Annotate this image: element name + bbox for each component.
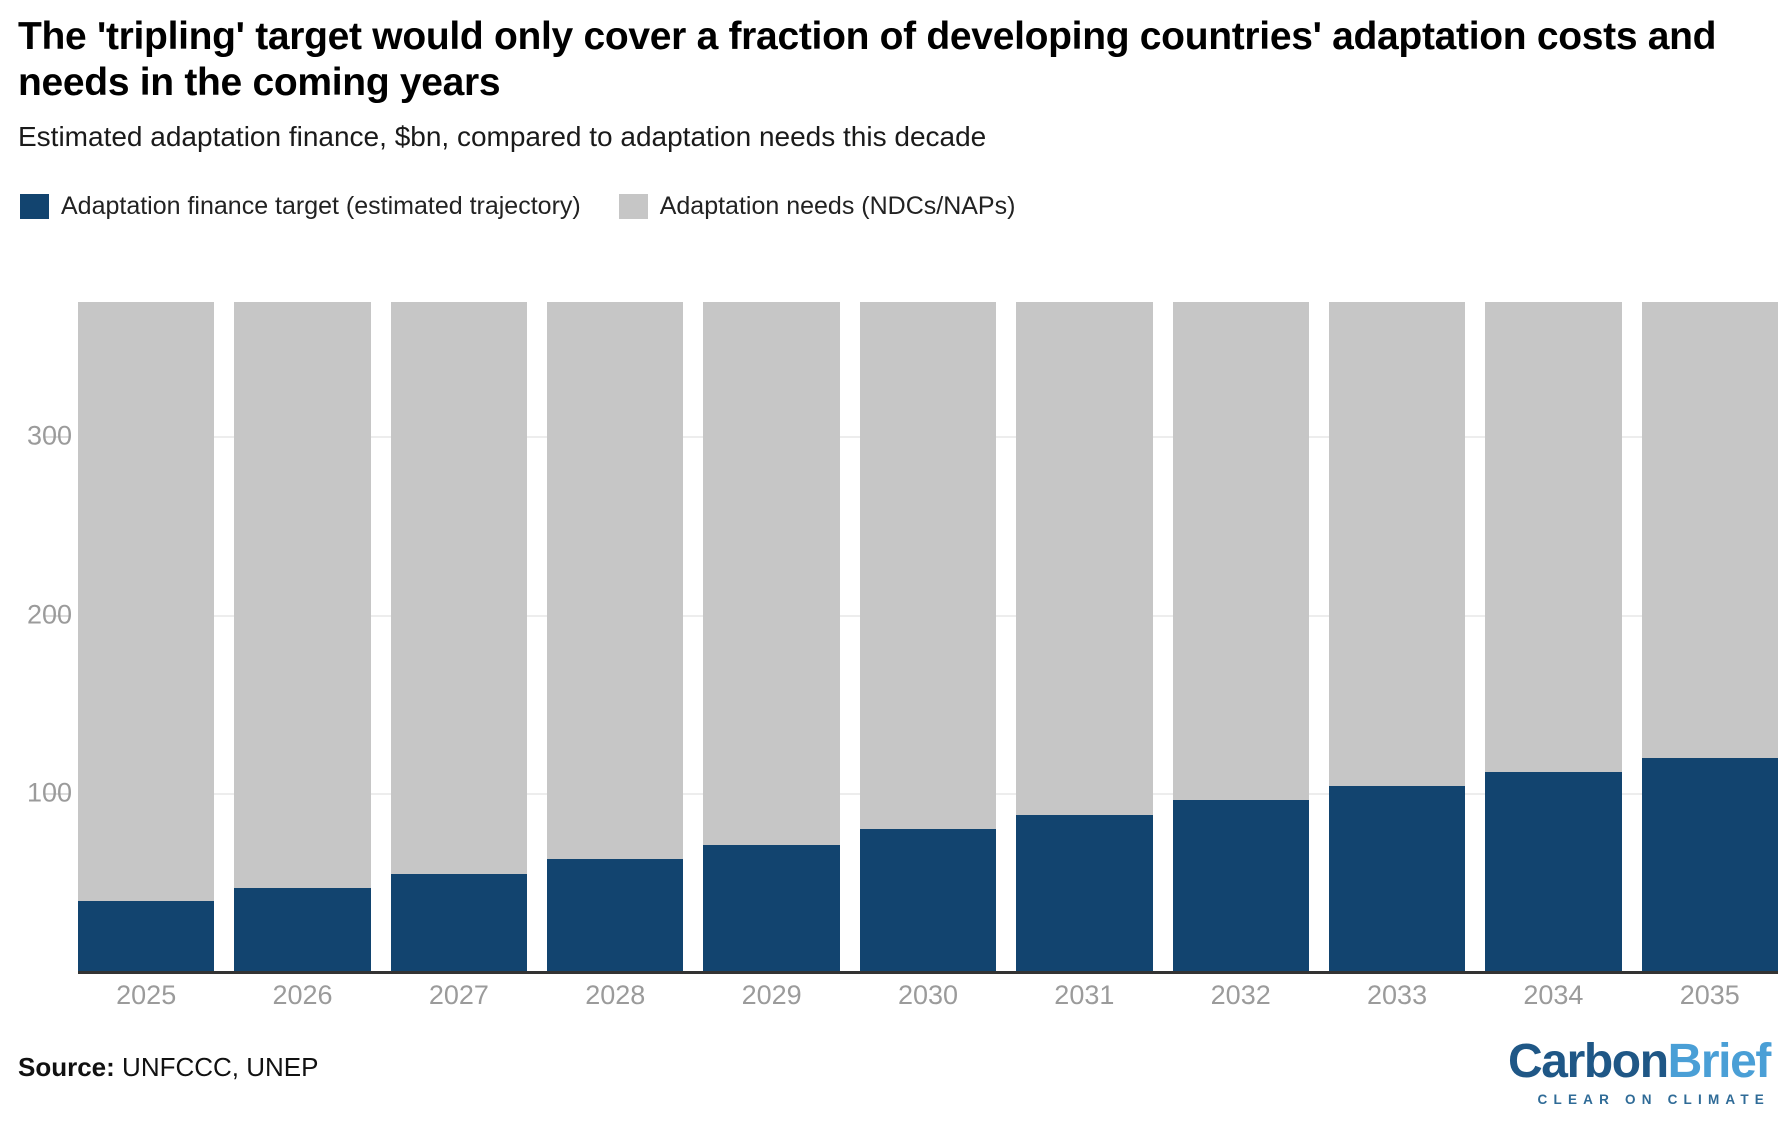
chart-subtitle: Estimated adaptation finance, $bn, compa… <box>18 121 987 153</box>
legend-item-needs[interactable]: Adaptation needs (NDCs/NAPs) <box>618 192 1016 220</box>
bar-segment-needs[interactable] <box>1016 302 1153 815</box>
logo-brief-text: Brief <box>1667 1035 1772 1088</box>
bar-segment-needs[interactable] <box>1485 302 1622 772</box>
logo-tagline: CLEAR ON CLIMATE <box>1537 1092 1770 1107</box>
y-tick-dash <box>44 793 70 796</box>
chart-legend: Adaptation finance target (estimated tra… <box>20 194 1053 219</box>
bar-group <box>78 302 1778 972</box>
x-tick-label: 2031 <box>1054 980 1115 1010</box>
x-tick-label: 2028 <box>585 980 646 1010</box>
x-tick-label: 2035 <box>1679 980 1740 1010</box>
logo-carbon-text: Carbon <box>1508 1035 1669 1088</box>
x-tick-label: 2030 <box>897 980 959 1010</box>
bar-segment-finance[interactable] <box>703 845 840 972</box>
source-label: Source: <box>18 1052 115 1082</box>
source-text: UNFCCC, UNEP <box>114 1052 319 1082</box>
x-tick-label: 2034 <box>1523 980 1584 1010</box>
bar-segment-finance[interactable] <box>1328 786 1466 972</box>
bar-column[interactable] <box>1328 302 1466 972</box>
y-tick-label: 300 <box>26 420 72 451</box>
x-tick-label: 2025 <box>116 980 177 1010</box>
bar-segment-finance[interactable] <box>1485 771 1622 972</box>
x-tick-label: 2027 <box>428 980 489 1010</box>
bar-segment-needs[interactable] <box>547 302 684 860</box>
bar-segment-needs[interactable] <box>78 302 215 901</box>
legend-label-needs: Adaptation needs (NDCs/NAPs) <box>659 192 1016 220</box>
bar-segment-finance[interactable] <box>1016 814 1153 972</box>
logo-wordmark: CarbonBrief <box>1508 1035 1772 1088</box>
bar-column[interactable] <box>703 302 840 972</box>
bar-segment-finance[interactable] <box>547 859 684 972</box>
bar-segment-needs[interactable] <box>1641 302 1778 758</box>
x-tick-label: 2033 <box>1367 980 1428 1010</box>
legend-swatch-needs-icon <box>618 194 648 219</box>
bar-column[interactable] <box>859 302 997 972</box>
bar-column[interactable] <box>547 302 684 972</box>
legend-label-finance: Adaptation finance target (estimated tra… <box>61 192 581 220</box>
carbonbrief-logo[interactable]: CarbonBrief CLEAR ON CLIMATE <box>1508 1035 1772 1107</box>
x-tick-label: 2026 <box>272 980 333 1010</box>
bar-segment-finance[interactable] <box>1641 757 1778 972</box>
bar-column[interactable] <box>78 302 215 972</box>
legend-item-finance[interactable]: Adaptation finance target (estimated tra… <box>20 194 581 219</box>
bar-segment-finance[interactable] <box>1172 800 1309 972</box>
x-tick-label: 2029 <box>741 980 802 1010</box>
y-tick-label: 100 <box>26 777 72 808</box>
bar-column[interactable] <box>1485 302 1622 972</box>
y-tick-dash <box>44 614 70 617</box>
bar-segment-needs[interactable] <box>703 302 840 846</box>
x-tick-label: 2032 <box>1210 980 1271 1010</box>
bar-segment-needs[interactable] <box>1172 302 1309 801</box>
bar-segment-needs[interactable] <box>1328 302 1466 787</box>
x-axis-line <box>78 971 1778 974</box>
page-title: The 'tripling' target would only cover a… <box>18 15 1717 105</box>
bar-column[interactable] <box>1016 302 1153 972</box>
bar-column[interactable] <box>234 302 371 972</box>
y-tick-label: 200 <box>26 599 72 630</box>
bar-segment-finance[interactable] <box>78 900 215 972</box>
bar-segment-needs[interactable] <box>859 302 997 830</box>
plot-area: 100 200 300 <box>27 302 1778 972</box>
bar-segment-needs[interactable] <box>234 302 371 889</box>
bar-column[interactable] <box>1641 302 1778 972</box>
x-axis-labels: 2025 2026 2027 2028 2029 2030 2031 2032 2033 2034… <box>78 980 1778 1011</box>
bar-segment-finance[interactable] <box>859 829 997 972</box>
bar-segment-needs[interactable] <box>390 302 528 874</box>
chart-header: The 'tripling' target would only cover a… <box>18 14 1778 154</box>
bar-segment-finance[interactable] <box>234 888 371 972</box>
y-tick-dash <box>44 436 70 438</box>
legend-swatch-finance-icon <box>20 194 49 219</box>
bar-column[interactable] <box>1172 302 1309 972</box>
bar-segment-finance[interactable] <box>390 873 528 972</box>
source-note: Source: UNFCCC, UNEP <box>18 1052 318 1083</box>
bar-column[interactable] <box>390 302 528 972</box>
